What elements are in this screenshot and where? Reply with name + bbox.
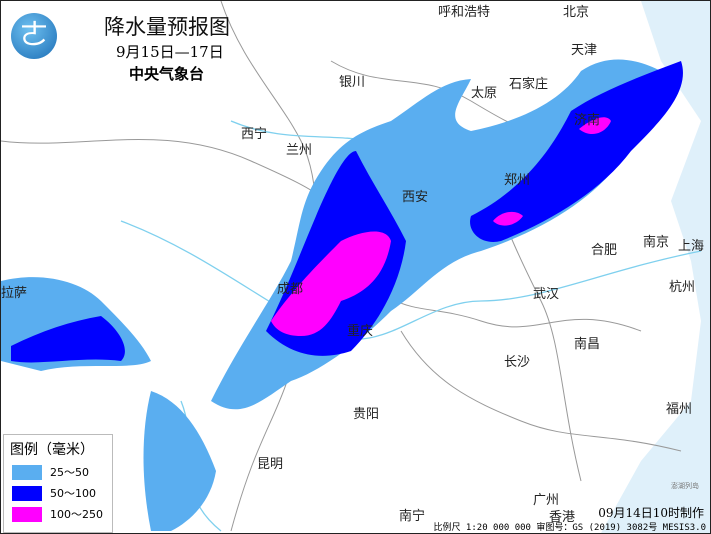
legend-swatch <box>12 485 42 501</box>
city-label: 兰州 <box>286 143 313 158</box>
rain-50-100-west <box>11 316 125 363</box>
legend-label: 25～50 <box>50 466 89 479</box>
city-label: 北京 <box>563 5 590 20</box>
rain-50-100-east <box>470 61 683 242</box>
legend-swatch <box>12 506 42 522</box>
legend-item: 25～50 <box>12 464 112 480</box>
city-label: 西安 <box>402 190 429 205</box>
city-label: 石家庄 <box>509 77 549 92</box>
city-label: 福州 <box>666 402 693 417</box>
city-label: 南京 <box>643 235 670 250</box>
rain-100-250-jinan <box>579 117 611 135</box>
legend-title: 图例（毫米） <box>10 442 94 458</box>
legend-swatch <box>12 464 42 480</box>
island-label: 澎湖列岛 <box>671 482 699 490</box>
city-label: 济南 <box>574 113 601 128</box>
city-label: 南昌 <box>574 337 601 352</box>
city-label: 西宁 <box>241 127 268 142</box>
city-label: 杭州 <box>669 280 696 295</box>
city-label: 香港 <box>549 510 576 525</box>
city-label: 银川 <box>339 75 366 90</box>
city-label: 广州 <box>533 493 560 508</box>
city-label: 太原 <box>471 86 498 101</box>
legend-item: 100～250 <box>12 506 112 522</box>
city-label: 上海 <box>678 239 705 254</box>
city-label: 武汉 <box>533 287 560 302</box>
agency-name: 中央气象台 <box>129 65 205 83</box>
legend: 图例（毫米） 25～50 50～100 100～250 <box>3 434 113 533</box>
city-label: 合肥 <box>591 243 618 258</box>
map-title: 降水量预报图 <box>104 15 230 39</box>
legend-item: 50～100 <box>12 485 112 501</box>
city-label: 昆明 <box>257 457 284 472</box>
date-range: 9月15日—17日 <box>116 43 224 61</box>
city-label: 天津 <box>571 43 598 58</box>
city-label: 成都 <box>277 282 304 297</box>
sea <box>601 1 710 533</box>
city-label: 郑州 <box>504 173 531 188</box>
city-label: 拉萨 <box>1 286 28 301</box>
city-label: 呼和浩特 <box>438 5 491 20</box>
city-label: 长沙 <box>504 355 531 370</box>
cma-logo: ㄜ <box>11 13 57 59</box>
city-label: 贵阳 <box>353 407 380 422</box>
rain-100-250-sichuan <box>271 231 391 336</box>
legend-label: 100～250 <box>50 508 103 521</box>
legend-label: 50～100 <box>50 487 96 500</box>
scale-info: 比例尺 1:20 000 000 审图号：GS (2019) 3082号 MES… <box>433 523 706 533</box>
production-time: 09月14日10时制作 <box>598 506 704 520</box>
city-label: 重庆 <box>347 324 374 339</box>
city-label: 南宁 <box>399 509 426 524</box>
rain-25-50-yunnan <box>143 391 216 531</box>
rain-100-250-henan <box>493 211 523 226</box>
